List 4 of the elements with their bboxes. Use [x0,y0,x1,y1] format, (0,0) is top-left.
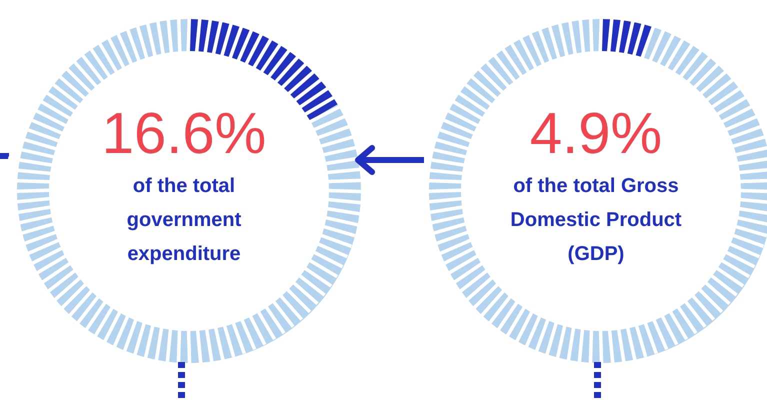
text: 16.6% [100,101,268,167]
text: 4.9% [528,101,664,167]
text: of the total government expenditure [126,174,242,267]
text: of the total Gross Domestic Product (GDP) [509,174,683,267]
